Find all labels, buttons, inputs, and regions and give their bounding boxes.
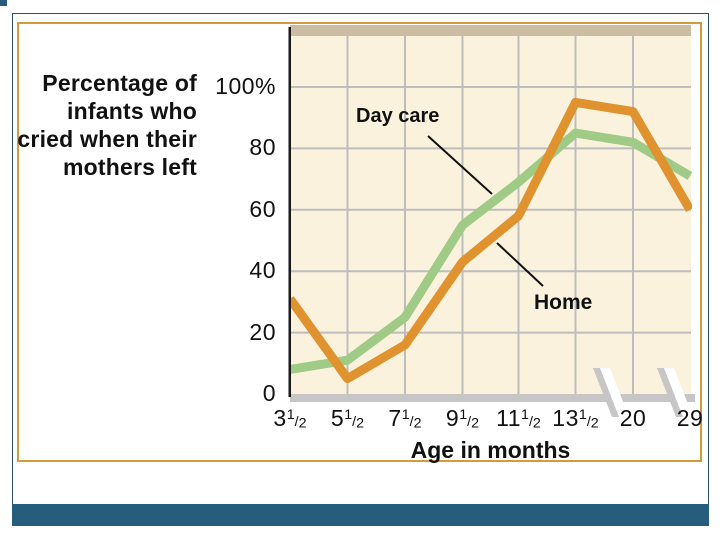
- x-tick-label: 91/2: [445, 405, 480, 432]
- x-tick-label: 20: [619, 405, 647, 431]
- y-axis-title: Percentage of infants who cried when the…: [0, 69, 197, 181]
- y-tick-label: 80: [249, 134, 276, 161]
- half-fraction: 1/2: [401, 406, 422, 432]
- axis-break-mark: [657, 368, 683, 417]
- x-tick-label: 131/2: [552, 405, 599, 432]
- y-tick-label: 40: [249, 257, 276, 284]
- y-tick-label: 100%: [215, 73, 276, 99]
- day-care-line: [290, 128, 692, 374]
- home-line: [290, 97, 692, 384]
- day-care-pointer-line: [427, 135, 493, 195]
- half-fraction: 1/2: [344, 406, 365, 432]
- y-tick-label: 60: [249, 195, 276, 222]
- day-care-series-label: Day care: [356, 105, 440, 127]
- x-tick-label: 111/2: [496, 405, 541, 432]
- y-axis-line: [288, 27, 291, 397]
- plot-top-strip: [290, 25, 691, 36]
- series-lines: [290, 97, 692, 384]
- y-axis-title-line: Percentage of: [42, 70, 197, 96]
- axis-break-gap: [663, 368, 693, 417]
- x-tick-label: 31/2: [273, 405, 307, 432]
- y-axis-title-line: infants who: [67, 98, 197, 124]
- axis-break-gap: [599, 368, 629, 417]
- half-fraction: 1/2: [578, 406, 599, 432]
- corner-accent: [0, 0, 7, 6]
- y-tick-label: 20: [249, 318, 276, 345]
- x-tick-label: 29: [676, 405, 704, 431]
- y-tick-label: 0: [262, 380, 276, 406]
- x-axis-bar: [290, 394, 695, 402]
- axis-break-mark: [593, 368, 619, 417]
- footer-bar: [12, 504, 709, 526]
- x-axis-title: Age in months: [410, 437, 571, 463]
- y-axis-title-line: cried when their: [17, 126, 197, 152]
- x-tick-label: 71/2: [388, 405, 422, 432]
- half-fraction: 1/2: [459, 406, 480, 432]
- home-pointer-line: [496, 242, 544, 287]
- home-series-label: Home: [534, 291, 593, 314]
- half-fraction: 1/2: [521, 406, 541, 432]
- y-axis-title-line: mothers left: [62, 154, 197, 180]
- x-tick-label: 51/2: [330, 405, 365, 432]
- half-fraction: 1/2: [286, 406, 307, 432]
